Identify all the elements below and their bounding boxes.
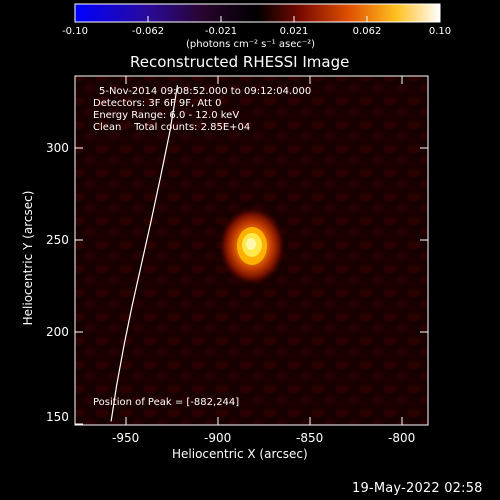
x-tick-label: -950	[112, 431, 140, 445]
colorbar	[74, 3, 441, 23]
info-energy-range: Energy Range: 6.0 - 12.0 keV	[93, 110, 240, 121]
y-tick-label: 150	[46, 410, 69, 424]
x-tick-label: -850	[296, 431, 324, 445]
colorbar-tick-label: -0.021	[204, 26, 238, 37]
plot-frame	[74, 75, 429, 426]
y-tick-label: 200	[46, 325, 69, 339]
rhessi-image	[75, 76, 428, 425]
colorbar-tick-label: 0.021	[279, 26, 309, 37]
colorbar-tick-label: 0.10	[428, 26, 452, 37]
y-axis-ticks	[75, 147, 428, 425]
x-axis-label: Heliocentric X (arcsec)	[172, 447, 308, 461]
info-detectors: Detectors: 3F 6F 9F, Att 0	[93, 98, 222, 109]
colorbar-ticks	[74, 16, 441, 22]
peak-position-label: Position of Peak = [-882,244]	[93, 397, 240, 408]
x-axis-ticks	[125, 76, 403, 425]
solar-limb-line	[110, 85, 179, 422]
y-tick-label: 250	[46, 233, 69, 247]
timestamp: 19-May-2022 02:58	[352, 481, 483, 496]
info-time-range: 5-Nov-2014 09:08:52.000 to 09:12:04.000	[99, 86, 312, 97]
colorbar-tick-label: -0.062	[131, 26, 165, 37]
y-axis-label: Heliocentric Y (arcsec)	[21, 190, 35, 326]
y-tick-label: 300	[46, 141, 69, 155]
image-title: Reconstructed RHESSI Image	[130, 53, 350, 71]
x-tick-label: -900	[204, 431, 232, 445]
colorbar-tick-label: 0.062	[352, 26, 382, 37]
x-tick-label: -800	[388, 431, 416, 445]
colorbar-unit-label: (photons cm⁻² s⁻¹ asec⁻²)	[186, 39, 316, 50]
info-clean-counts: Clean Total counts: 2.85E+04	[93, 122, 251, 133]
colorbar-tick-label: -0.10	[62, 26, 88, 37]
emission-source	[218, 206, 286, 286]
